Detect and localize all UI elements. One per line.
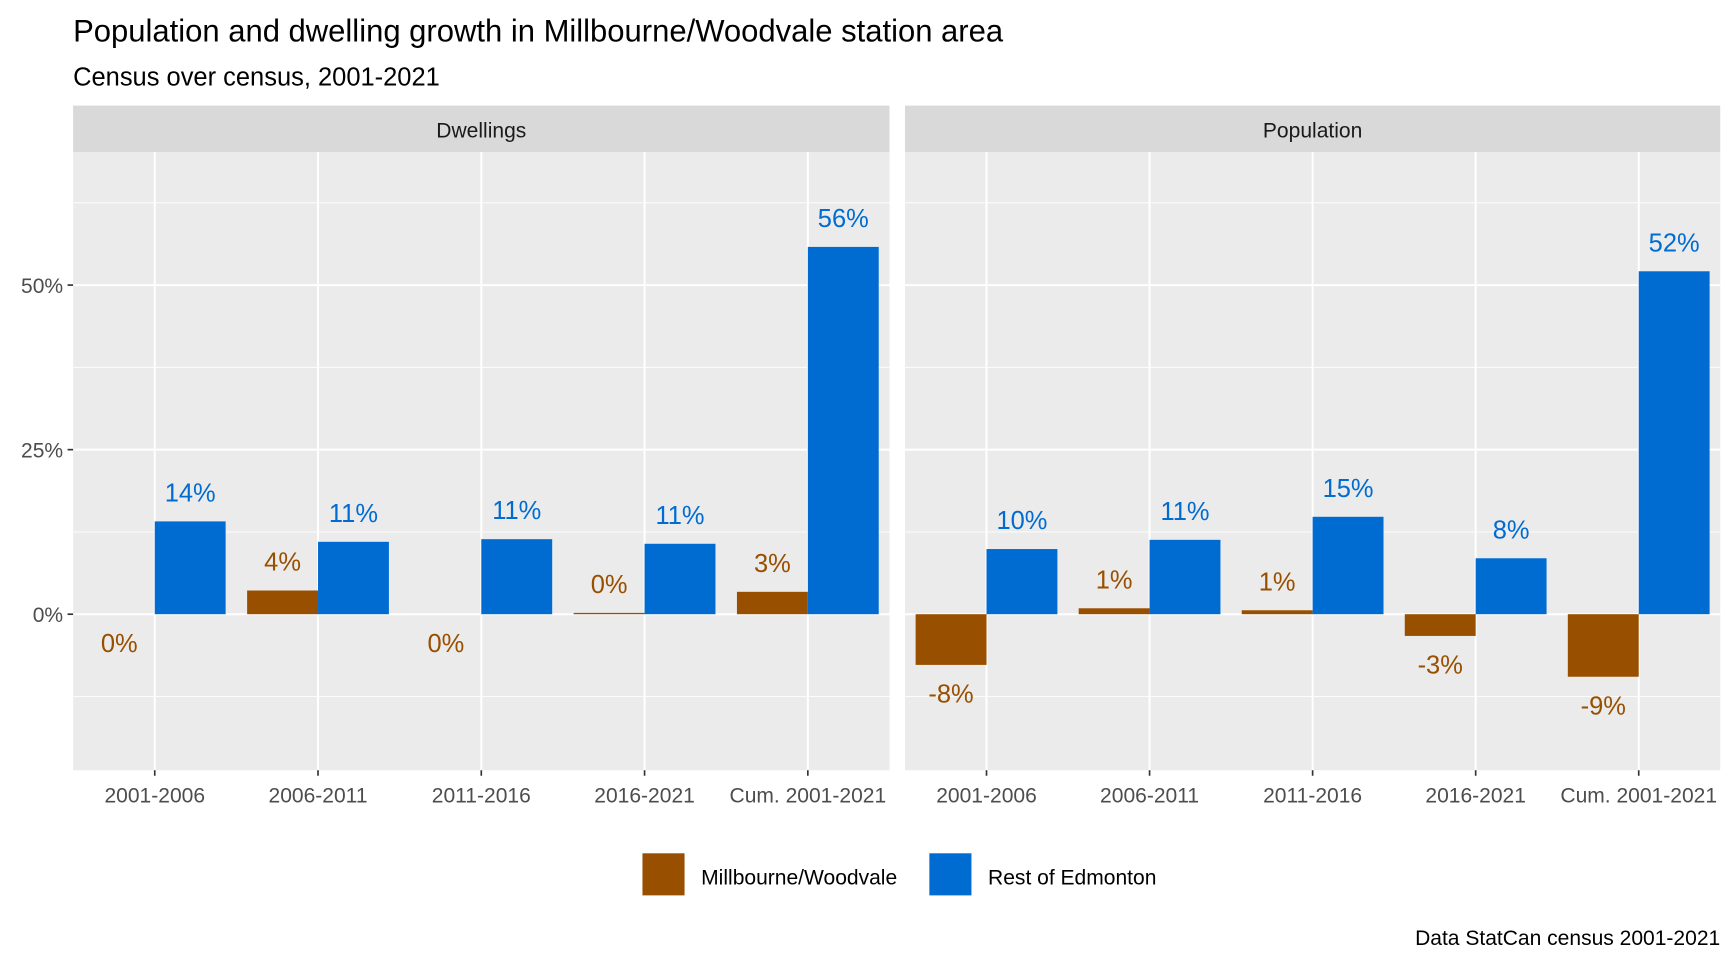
facet-label: Dwellings: [436, 120, 526, 143]
legend-label-rest: Rest of Edmonton: [988, 866, 1156, 889]
legend-swatch-millbourne: [642, 853, 685, 896]
chart-subtitle: Census over census, 2001-2021: [73, 64, 440, 92]
data-label: -8%: [928, 681, 973, 709]
legend-swatch-rest: [929, 853, 972, 896]
bar: [318, 541, 389, 615]
bar: [1241, 610, 1313, 615]
data-label: 14%: [165, 479, 216, 507]
facet-strip: [73, 105, 890, 153]
data-label: 0%: [101, 630, 138, 658]
data-label: 15%: [1323, 475, 1374, 503]
x-tick-label: 2016-2021: [1425, 784, 1526, 807]
data-label: 11%: [329, 500, 378, 528]
x-tick-label: 2006-2011: [1100, 784, 1199, 807]
data-label: 56%: [818, 205, 869, 233]
y-tick-label: 25%: [21, 439, 63, 462]
y-tick-label: 50%: [21, 275, 63, 298]
bar: [644, 543, 716, 615]
y-tick-label: 0%: [33, 604, 63, 627]
facet-strip: [904, 105, 1721, 153]
bar: [1149, 539, 1221, 615]
bar: [1638, 271, 1710, 615]
bar: [736, 591, 808, 615]
data-label: 10%: [996, 507, 1047, 535]
bar: [1404, 614, 1476, 636]
legend: Millbourne/Woodvale Rest of Edmonton: [642, 853, 1156, 896]
x-tick-label: 2006-2011: [269, 784, 368, 807]
chart-caption: Data StatCan census 2001-2021: [1415, 927, 1720, 950]
data-label: 8%: [1493, 516, 1530, 544]
bar: [1078, 608, 1150, 615]
data-label: 4%: [264, 549, 301, 577]
bar: [1567, 614, 1639, 677]
bar: [573, 612, 645, 615]
data-label: 11%: [655, 502, 704, 530]
x-tick-label: 2011-2016: [1263, 784, 1362, 807]
x-tick-label: Cum. 2001-2021: [1560, 784, 1717, 807]
x-tick-label: 2001-2006: [936, 784, 1037, 807]
x-tick-label: 2016-2021: [594, 784, 695, 807]
x-tick-label: 2001-2006: [104, 784, 205, 807]
bar: [1312, 516, 1384, 615]
data-label: 11%: [1160, 498, 1209, 526]
legend-label-millbourne: Millbourne/Woodvale: [701, 866, 897, 889]
facet-label: Population: [1263, 120, 1362, 143]
x-tick-label: 2011-2016: [432, 784, 531, 807]
data-label: 1%: [1096, 566, 1133, 594]
bar: [915, 614, 987, 665]
bar: [807, 246, 879, 615]
chart-title: Population and dwelling growth in Millbo…: [73, 13, 1004, 48]
bar: [1475, 558, 1547, 615]
data-label: -9%: [1581, 692, 1626, 720]
bar: [154, 521, 226, 615]
data-label: 0%: [427, 630, 464, 658]
data-label: 11%: [492, 497, 541, 525]
data-label: 52%: [1649, 229, 1700, 257]
data-label: 1%: [1259, 568, 1296, 596]
data-label: -3%: [1418, 652, 1463, 680]
bar: [247, 590, 319, 615]
bar: [986, 549, 1058, 615]
data-label: 0%: [591, 571, 628, 599]
bar: [481, 539, 553, 615]
x-tick-label: Cum. 2001-2021: [730, 784, 887, 807]
data-label: 3%: [754, 550, 791, 578]
